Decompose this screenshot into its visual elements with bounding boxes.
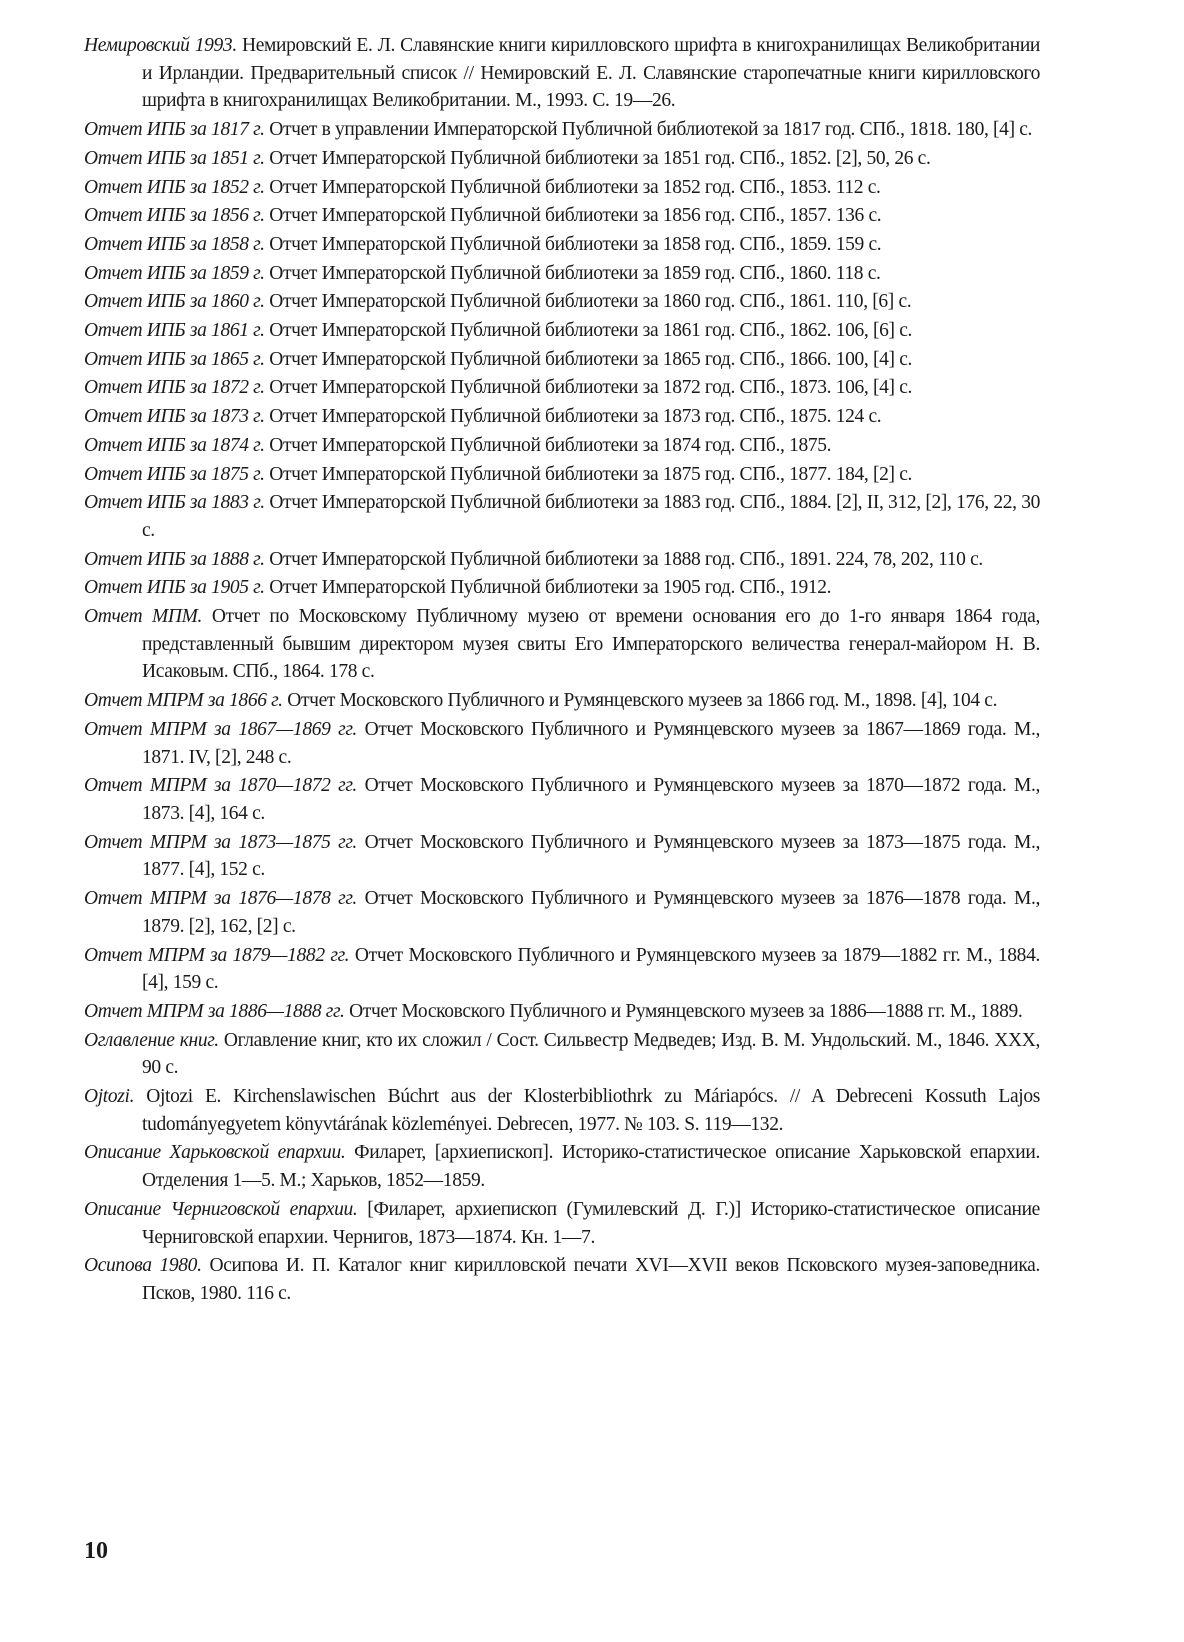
bibliography-entry: Отчет ИПБ за 1873 г. Отчет Императорской… (84, 403, 1040, 431)
entry-short-title: Отчет ИПБ за 1883 г. (84, 492, 265, 514)
entry-description: Отчет Императорской Публичной библиотеки… (269, 233, 882, 255)
entry-short-title: Отчет ИПБ за 1860 г. (84, 291, 265, 313)
bibliography-list: Немировский 1993. Немировский Е. Л. Слав… (84, 32, 1040, 1309)
bibliography-entry: Отчет ИПБ за 1858 г. Отчет Императорской… (84, 231, 1040, 259)
entry-short-title: Отчет ИПБ за 1859 г. (84, 262, 265, 284)
bibliography-entry: Отчет ИПБ за 1888 г. Отчет Императорской… (84, 546, 1040, 574)
entry-short-title: Отчет ИПБ за 1872 г. (84, 377, 265, 399)
entry-short-title: Отчет МПРМ за 1873—1875 гг. (84, 831, 357, 853)
entry-short-title: Отчет ИПБ за 1856 г. (84, 205, 265, 227)
entry-description: Отчет Московского Публичного и Румянцевс… (287, 690, 998, 712)
bibliography-entry: Ojtozi. Ojtozi E. Kirchenslawischen Búch… (84, 1083, 1040, 1138)
bibliography-entry: Отчет МПРМ за 1879—1882 гг. Отчет Москов… (84, 942, 1040, 997)
entry-description: Немировский Е. Л. Славянские книги кирил… (142, 35, 1041, 112)
bibliography-entry: Отчет ИПБ за 1860 г. Отчет Императорской… (84, 288, 1040, 316)
entry-description: Отчет Императорской Публичной библиотеки… (269, 320, 913, 342)
entry-short-title: Отчет ИПБ за 1858 г. (84, 233, 265, 255)
bibliography-entry: Осипова 1980. Осипова И. П. Каталог книг… (84, 1252, 1040, 1307)
bibliography-entry: Отчет ИПБ за 1872 г. Отчет Императорской… (84, 374, 1040, 402)
bibliography-entry: Отчет ИПБ за 1875 г. Отчет Императорской… (84, 461, 1040, 489)
entry-description: Отчет Императорской Публичной библиотеки… (269, 377, 913, 399)
entry-short-title: Отчет МПРМ за 1867—1869 гг. (84, 718, 357, 740)
bibliography-entry: Немировский 1993. Немировский Е. Л. Слав… (84, 32, 1040, 115)
bibliography-entry: Отчет ИПБ за 1883 г. Отчет Императорской… (84, 489, 1040, 544)
entry-short-title: Отчет МПРМ за 1866 г. (84, 690, 283, 712)
entry-short-title: Отчет МПРМ за 1879—1882 гг. (84, 944, 350, 966)
entry-description: Отчет Московского Публичного и Румянцевс… (142, 888, 1041, 937)
bibliography-entry: Описание Черниговской епархии. [Филарет,… (84, 1196, 1040, 1251)
entry-short-title: Отчет МПРМ за 1886—1888 гг. (84, 1000, 345, 1022)
entry-description: Отчет Императорской Публичной библиотеки… (269, 577, 832, 599)
entry-description: Отчет в управлении Императорской Публичн… (269, 119, 1033, 141)
bibliography-entry: Отчет ИПБ за 1851 г. Отчет Императорской… (84, 145, 1040, 173)
entry-short-title: Отчет МПМ. (84, 606, 203, 628)
bibliography-entry: Отчет МПРМ за 1873—1875 гг. Отчет Москов… (84, 829, 1040, 884)
bibliography-entry: Отчет МПРМ за 1876—1878 гг. Отчет Москов… (84, 885, 1040, 940)
entry-description: Отчет Московского Публичного и Румянцевс… (142, 944, 1040, 994)
entry-description: Ojtozi E. Kirchenslawischen Búchrt aus d… (142, 1086, 1040, 1135)
entry-short-title: Отчет ИПБ за 1861 г. (84, 320, 265, 342)
bibliography-entry: Отчет МПМ. Отчет по Московскому Публично… (84, 603, 1040, 686)
entry-short-title: Описание Харьковской епархии. (84, 1142, 346, 1164)
bibliography-entry: Отчет МПРМ за 1870—1872 гг. Отчет Москов… (84, 772, 1040, 827)
entry-short-title: Описание Черниговской епархии. (84, 1198, 358, 1220)
entry-short-title: Отчет ИПБ за 1851 г. (84, 147, 265, 169)
entry-short-title: Отчет ИПБ за 1873 г. (84, 406, 265, 428)
bibliography-entry: Описание Харьковской епархии. Филарет, [… (84, 1139, 1040, 1194)
entry-description: Отчет Императорской Публичной библиотеки… (269, 406, 882, 428)
bibliography-entry: Оглавление книг. Оглавление книг, кто их… (84, 1027, 1040, 1082)
entry-short-title: Отчет ИПБ за 1888 г. (84, 548, 265, 570)
entry-description: Отчет Императорской Публичной библиотеки… (142, 492, 1040, 541)
entry-short-title: Ojtozi. (84, 1086, 135, 1108)
entry-description: Отчет Императорской Публичной библиотеки… (269, 147, 931, 169)
entry-description: Осипова И. П. Каталог книг кирилловской … (142, 1255, 1040, 1304)
entry-short-title: Отчет ИПБ за 1875 г. (84, 463, 265, 485)
bibliography-entry: Отчет ИПБ за 1905 г. Отчет Императорской… (84, 574, 1040, 602)
entry-short-title: Немировский 1993. (84, 35, 237, 56)
entry-description: Отчет по Московскому Публичному музею от… (142, 606, 1040, 683)
entry-description: Отчет Московского Публичного и Румянцевс… (349, 1000, 1023, 1022)
bibliography-entry: Отчет МПРМ за 1866 г. Отчет Московского … (84, 687, 1040, 715)
page-number: 10 (84, 1538, 108, 1564)
entry-description: Филарет, [архиепископ]. Историко-статист… (142, 1142, 1040, 1192)
entry-description: Отчет Императорской Публичной библиотеки… (269, 176, 881, 198)
entry-description: Оглавление книг, кто их сложил / Сост. С… (142, 1029, 1040, 1079)
entry-description: Отчет Московского Публичного и Румянцевс… (142, 775, 1041, 824)
entry-description: [Филарет, архиепископ (Гумилевский Д. Г.… (142, 1198, 1040, 1248)
entry-short-title: Отчет ИПБ за 1905 г. (84, 577, 265, 599)
bibliography-entry: Отчет ИПБ за 1817 г. Отчет в управлении … (84, 116, 1040, 144)
bibliography-entry: Отчет ИПБ за 1874 г. Отчет Императорской… (84, 432, 1040, 460)
bibliography-entry: Отчет ИПБ за 1859 г. Отчет Императорской… (84, 260, 1040, 288)
bibliography-entry: Отчет ИПБ за 1865 г. Отчет Императорской… (84, 346, 1040, 374)
entry-short-title: Оглавление книг. (84, 1029, 219, 1051)
entry-short-title: Отчет МПРМ за 1876—1878 гг. (84, 888, 357, 910)
entry-description: Отчет Императорской Публичной библиотеки… (269, 434, 832, 456)
bibliography-entry: Отчет ИПБ за 1861 г. Отчет Императорской… (84, 317, 1040, 345)
entry-description: Отчет Императорской Публичной библиотеки… (269, 463, 913, 485)
entry-description: Отчет Императорской Публичной библиотеки… (269, 291, 912, 313)
bibliography-entry: Отчет ИПБ за 1856 г. Отчет Императорской… (84, 202, 1040, 230)
entry-description: Отчет Императорской Публичной библиотеки… (269, 262, 881, 284)
entry-short-title: Отчет ИПБ за 1874 г. (84, 434, 265, 456)
entry-short-title: Осипова 1980. (84, 1255, 202, 1277)
entry-description: Отчет Императорской Публичной библиотеки… (269, 205, 882, 227)
entry-description: Отчет Московского Публичного и Румянцевс… (142, 831, 1041, 881)
entry-description: Отчет Московского Публичного и Румянцевс… (142, 718, 1041, 768)
entry-short-title: Отчет МПРМ за 1870—1872 гг. (84, 775, 357, 797)
entry-description: Отчет Императорской Публичной библиотеки… (269, 348, 913, 370)
entry-short-title: Отчет ИПБ за 1852 г. (84, 176, 265, 198)
bibliography-entry: Отчет ИПБ за 1852 г. Отчет Императорской… (84, 174, 1040, 202)
entry-short-title: Отчет ИПБ за 1817 г. (84, 119, 265, 141)
entry-description: Отчет Императорской Публичной библиотеки… (269, 548, 983, 570)
bibliography-entry: Отчет МПРМ за 1867—1869 гг. Отчет Москов… (84, 716, 1040, 771)
bibliography-entry: Отчет МПРМ за 1886—1888 гг. Отчет Москов… (84, 998, 1040, 1026)
entry-short-title: Отчет ИПБ за 1865 г. (84, 348, 265, 370)
